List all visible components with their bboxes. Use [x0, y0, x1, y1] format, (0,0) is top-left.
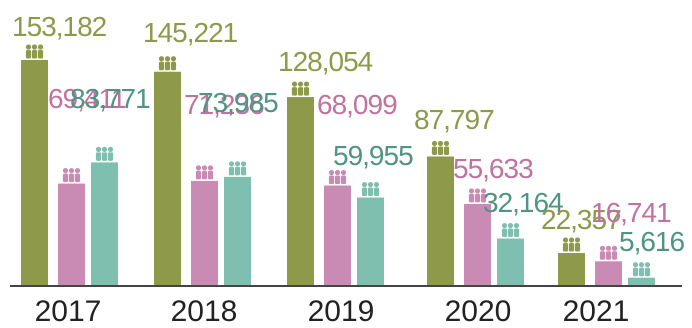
- bar-2019-series-1: [287, 97, 314, 286]
- value-label-2018-series-1: 145,221: [143, 17, 238, 48]
- x-tick-labels: 2017 2018 2019 2020 2021: [35, 295, 630, 328]
- x-tick-label-2018: 2018: [171, 295, 238, 328]
- value-label-2019-series-2: 68,099: [317, 89, 397, 120]
- bar-2020-series-3: [497, 238, 524, 286]
- people-group-icon: [328, 169, 347, 185]
- value-label-2020-series-1: 87,797: [414, 104, 494, 135]
- bar-2020-series-1: [427, 156, 454, 286]
- bar-2021-series-2: [595, 261, 622, 286]
- people-group-icon: [632, 262, 651, 277]
- value-label-2017-series-3: 83,771: [70, 83, 150, 114]
- people-group-icon: [291, 81, 310, 96]
- bar-2019-series-3: [357, 197, 384, 286]
- people-group-icon: [195, 165, 214, 180]
- bar-2017-series-3: [91, 162, 118, 286]
- people-group-icon: [361, 181, 380, 197]
- value-label-2019-series-1: 128,054: [278, 46, 373, 77]
- people-group-icon: [599, 245, 618, 260]
- bar-2018-series-2: [191, 180, 218, 286]
- value-label-2021-series-3: 5,616: [619, 226, 684, 257]
- value-label-2020-series-3: 32,164: [483, 187, 563, 218]
- value-label-2019-series-3: 59,955: [333, 140, 413, 171]
- value-label-2017-series-1: 153,182: [12, 11, 107, 42]
- icons-layer: [25, 44, 651, 277]
- people-group-icon: [158, 56, 177, 71]
- value-label-2018-series-2: 71,236: [184, 89, 264, 120]
- bar-2019-series-2: [324, 185, 351, 286]
- people-group-icon: [501, 222, 520, 238]
- people-group-icon: [25, 44, 44, 59]
- x-tick-label-2021: 2021: [563, 295, 630, 328]
- bar-2018-series-1: [154, 71, 181, 286]
- people-group-icon: [95, 146, 114, 161]
- bar-2021-series-3: [628, 277, 655, 286]
- people-group-icon: [62, 167, 81, 183]
- people-group-icon: [431, 140, 450, 155]
- bar-2017-series-1: [21, 60, 48, 286]
- bar-2021-series-1: [558, 253, 585, 286]
- x-tick-label-2019: 2019: [308, 295, 375, 328]
- value-label-2018-series-3: 73,985: [198, 87, 278, 118]
- value-label-2021-series-2: 16,741: [591, 197, 671, 228]
- bar-2020-series-2: [464, 203, 491, 286]
- bars-layer: [21, 60, 655, 286]
- bar-2017-series-2: [58, 183, 85, 286]
- value-label-2017-series-2: 69,411: [48, 83, 126, 114]
- people-group-icon: [562, 237, 581, 252]
- value-label-2020-series-2: 55,633: [453, 153, 533, 184]
- bar-2018-series-3: [224, 176, 251, 286]
- x-tick-label-2020: 2020: [445, 295, 512, 328]
- x-tick-label-2017: 2017: [35, 295, 102, 328]
- people-group-icon: [468, 188, 487, 203]
- people-group-icon: [228, 161, 247, 176]
- value-label-2021-series-1: 22,357: [541, 204, 621, 235]
